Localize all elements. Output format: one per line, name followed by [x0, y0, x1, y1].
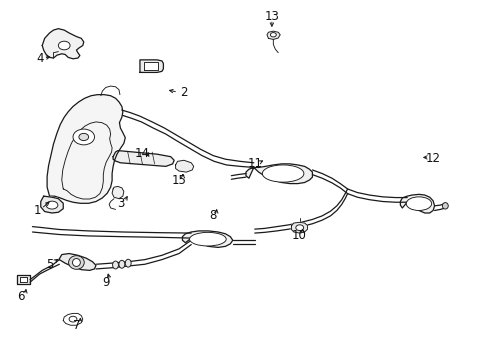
Ellipse shape	[69, 256, 84, 269]
Polygon shape	[59, 253, 96, 270]
Ellipse shape	[125, 259, 131, 267]
Text: 5: 5	[46, 258, 53, 271]
Text: 4: 4	[36, 51, 44, 64]
Polygon shape	[400, 194, 435, 213]
Text: 2: 2	[180, 86, 188, 99]
Ellipse shape	[406, 197, 432, 211]
Polygon shape	[267, 31, 280, 40]
Circle shape	[79, 134, 89, 140]
Circle shape	[270, 33, 276, 37]
Polygon shape	[292, 222, 308, 233]
Polygon shape	[17, 275, 30, 284]
Text: 12: 12	[426, 152, 441, 165]
Circle shape	[73, 129, 95, 145]
Circle shape	[296, 225, 304, 230]
Text: 10: 10	[292, 229, 306, 242]
Text: 15: 15	[172, 174, 187, 186]
Polygon shape	[112, 186, 124, 199]
Polygon shape	[47, 95, 125, 203]
Ellipse shape	[46, 201, 58, 209]
Text: 8: 8	[210, 210, 217, 222]
Polygon shape	[41, 196, 63, 213]
Text: 7: 7	[73, 319, 80, 332]
Text: 13: 13	[265, 10, 279, 23]
Text: 1: 1	[34, 204, 41, 217]
Polygon shape	[182, 231, 233, 247]
Polygon shape	[42, 29, 84, 59]
Ellipse shape	[442, 203, 448, 209]
Polygon shape	[113, 150, 174, 166]
Ellipse shape	[119, 260, 125, 268]
Polygon shape	[144, 62, 158, 70]
Text: 14: 14	[135, 147, 150, 159]
Ellipse shape	[262, 165, 304, 182]
Text: 11: 11	[247, 157, 262, 170]
Circle shape	[58, 41, 70, 50]
Polygon shape	[175, 160, 194, 172]
Circle shape	[69, 316, 77, 322]
Ellipse shape	[190, 232, 226, 246]
Ellipse shape	[73, 258, 80, 266]
Polygon shape	[140, 60, 163, 72]
Text: 6: 6	[18, 290, 25, 303]
Ellipse shape	[113, 261, 119, 269]
Polygon shape	[246, 164, 313, 184]
Text: 3: 3	[117, 197, 124, 210]
Text: 9: 9	[102, 276, 109, 289]
Polygon shape	[20, 277, 26, 282]
